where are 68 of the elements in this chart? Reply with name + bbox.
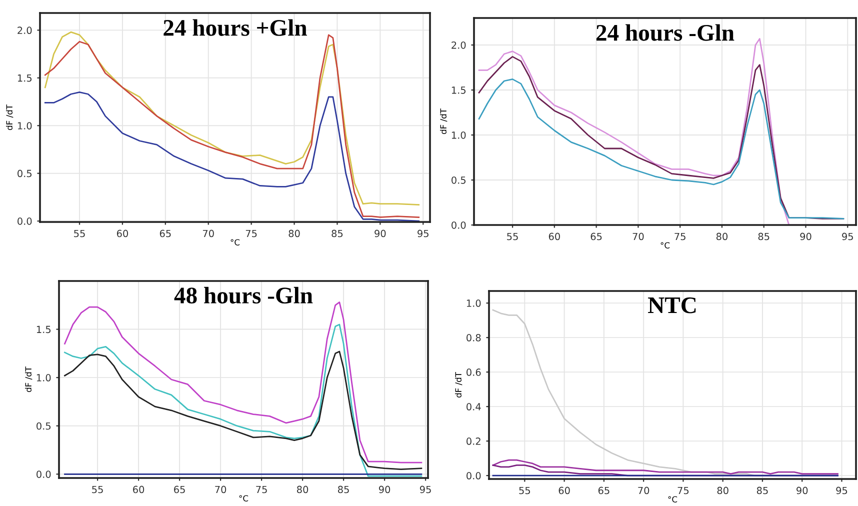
chart-title: 24 hours -Gln: [596, 24, 734, 41]
x-tick-label: 75: [678, 486, 689, 494]
y-tick-label: 0.0: [18, 218, 32, 225]
x-tick-label: 80: [716, 232, 728, 240]
x-tick-label: 90: [374, 230, 386, 238]
x-tick-label: 90: [378, 486, 390, 494]
x-tick-label: 70: [202, 230, 214, 238]
x-tick-label: 80: [297, 486, 308, 494]
x-axis-title: °C: [668, 496, 678, 502]
x-tick-label: 60: [548, 232, 560, 240]
y-tick-label: 1.0: [36, 374, 51, 382]
x-axis-title: °C: [660, 242, 670, 248]
y-tick-label: 1.0: [466, 300, 481, 307]
y-axis-title: dF /dT: [6, 104, 14, 130]
x-tick-label: 90: [800, 232, 812, 240]
x-tick-label: 65: [598, 486, 610, 494]
x-tick-label: 85: [758, 232, 770, 240]
x-tick-label: 95: [420, 486, 431, 494]
x-tick-label: 80: [717, 486, 728, 494]
x-tick-label: 95: [418, 230, 428, 238]
x-tick-label: 70: [632, 232, 644, 240]
y-tick-label: 1.5: [452, 86, 466, 94]
y-tick-label: 0.5: [36, 422, 51, 430]
y-tick-label: 0.0: [36, 470, 51, 478]
y-tick-label: 0.0: [452, 221, 466, 229]
x-tick-label: 55: [519, 486, 530, 494]
y-tick-label: 0.5: [18, 170, 32, 178]
x-tick-label: 65: [590, 232, 602, 240]
x-tick-label: 70: [215, 486, 226, 494]
y-tick-label: 1.0: [452, 131, 466, 139]
x-tick-label: 75: [256, 486, 267, 494]
y-tick-label: 1.5: [18, 74, 32, 82]
y-tick-label: 2.0: [18, 26, 32, 34]
x-tick-label: 55: [74, 230, 85, 238]
chart-title: 48 hours -Gln: [174, 286, 313, 304]
chart-title: 24 hours +Gln: [164, 19, 307, 36]
x-tick-label: 85: [332, 230, 343, 238]
x-tick-label: 95: [842, 232, 853, 240]
y-tick-label: 1.5: [36, 326, 51, 334]
x-tick-label: 90: [796, 486, 808, 494]
x-tick-label: 85: [338, 486, 349, 494]
y-axis-title: dF /dT: [25, 366, 32, 392]
x-tick-label: 75: [246, 230, 257, 238]
x-axis-title: °C: [230, 239, 240, 246]
x-tick-label: 60: [558, 486, 570, 494]
x-tick-label: 60: [133, 486, 144, 494]
y-tick-label: 0.4: [466, 403, 481, 410]
x-tick-label: 60: [116, 230, 128, 238]
y-tick-label: 0.8: [466, 334, 481, 342]
y-tick-label: 0.0: [466, 472, 481, 480]
y-tick-label: 0.2: [466, 438, 480, 445]
chart-title: NTC: [648, 297, 696, 314]
x-tick-label: 55: [507, 232, 518, 240]
x-tick-label: 65: [160, 230, 171, 238]
y-tick-label: 0.6: [466, 368, 481, 376]
y-axis-title: dF /dT: [455, 372, 462, 398]
x-tick-label: 80: [288, 230, 300, 238]
x-tick-label: 65: [174, 486, 185, 494]
y-tick-label: 0.5: [452, 176, 466, 184]
y-tick-label: 2.0: [452, 41, 466, 49]
x-tick-label: 55: [92, 486, 103, 494]
y-tick-label: 1.0: [18, 122, 32, 130]
x-tick-label: 75: [674, 232, 686, 240]
x-tick-label: 70: [638, 486, 650, 494]
x-axis-title: °C: [239, 495, 248, 502]
x-tick-label: 95: [836, 486, 848, 494]
y-axis-title: dF /dT: [440, 108, 448, 134]
x-tick-label: 85: [756, 486, 768, 494]
